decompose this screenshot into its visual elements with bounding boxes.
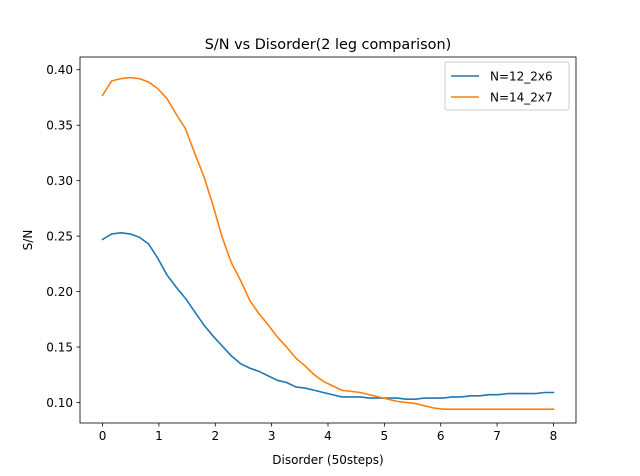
x-tick-label: 4 [324, 429, 332, 443]
plot-area [79, 56, 577, 424]
plot-frame [79, 56, 577, 424]
x-tick-label: 6 [437, 429, 445, 443]
y-tick-label: 0.25 [46, 229, 73, 243]
y-tick-label: 0.10 [46, 396, 73, 410]
x-tick-label: 7 [493, 429, 501, 443]
x-tick-label: 3 [268, 429, 276, 443]
series-line-1 [101, 231, 555, 400]
y-tick-label: 0.40 [46, 63, 73, 77]
x-tick-label: 8 [550, 429, 558, 443]
x-tick-label: 1 [155, 429, 163, 443]
y-tick-label: 0.35 [46, 119, 73, 133]
x-axis: 0 1 2 3 4 5 6 7 8 [99, 423, 558, 443]
y-axis: 0.10 0.15 0.20 0.25 0.30 0.35 0.40 [46, 63, 80, 410]
x-axis-label: Disorder (50steps) [272, 453, 383, 467]
chart-title: S/N vs Disorder(2 leg comparison) [205, 37, 451, 53]
legend-entry-label: N=14_2x7 [490, 90, 553, 104]
legend: N=12_2x6 N=14_2x7 [444, 61, 570, 111]
y-tick-label: 0.30 [46, 174, 73, 188]
y-tick-label: 0.15 [46, 340, 73, 354]
y-tick-label: 0.20 [46, 285, 73, 299]
legend-box [444, 61, 570, 111]
legend-entry-label: N=12_2x6 [490, 69, 553, 83]
y-axis-label: S/N [21, 230, 35, 251]
x-tick-label: 2 [211, 429, 219, 443]
series-line-2 [101, 76, 555, 410]
series-group [101, 76, 555, 410]
x-tick-label: 5 [381, 429, 389, 443]
x-tick-label: 0 [99, 429, 107, 443]
